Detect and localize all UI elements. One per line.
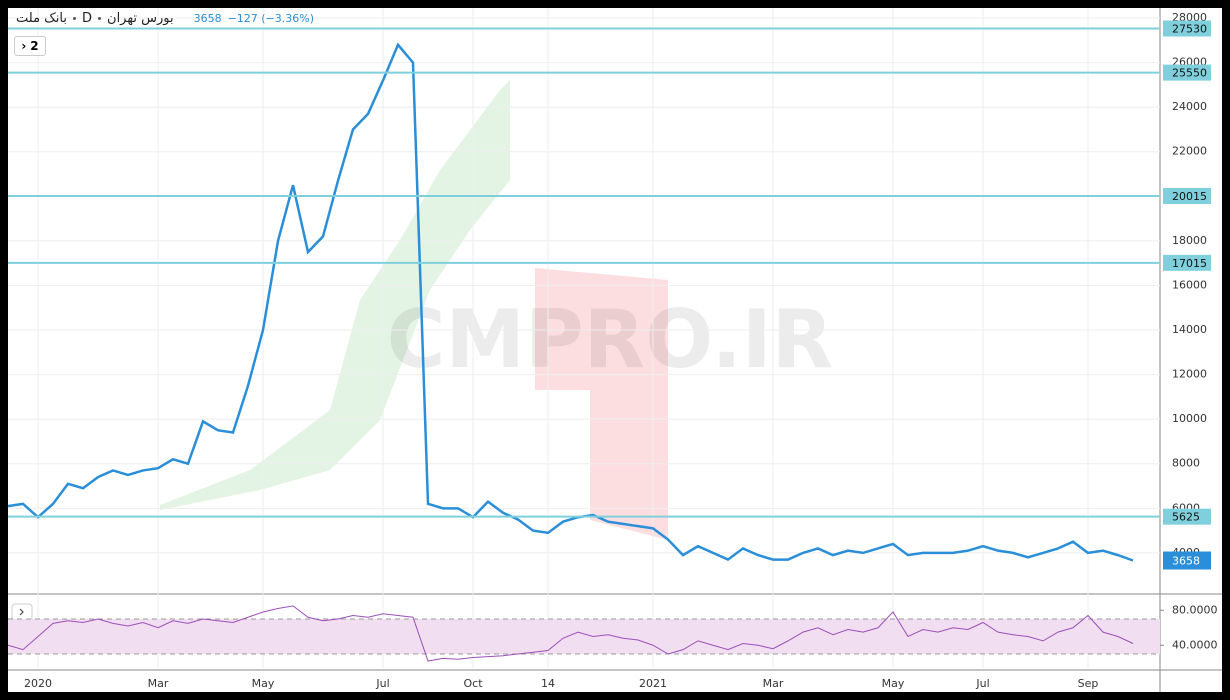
chevron: › [21,39,27,53]
chevron [19,608,24,616]
separator [73,17,76,20]
x-tick-label: 2020 [24,677,52,690]
y-tick-label: 40.0000 [1172,638,1218,651]
x-tick-label: May [882,677,905,690]
symbol-header: بانک ملت D بورس تهران 3658 −127 (−3.36%) [16,11,314,26]
separator [98,17,102,20]
y-tick-label: 18000 [1172,234,1207,247]
cloud-green [160,80,510,510]
rsi-band [8,619,1160,654]
y-tick-label: 12000 [1172,368,1207,381]
last-price-box [1163,551,1211,570]
change: −127 (−3.36%) [227,12,315,25]
x-tick-label: Mar [148,677,169,690]
price-line [7,42,1134,562]
level-label-box [1163,254,1211,271]
y-tick-label: 24000 [1172,100,1207,113]
x-tick-label: Jul [975,677,989,690]
last-price-label: 3658 [1172,555,1200,568]
rsi-pane-toggle[interactable] [11,603,33,621]
level-label: 25550 [1172,67,1207,80]
x-tick-label: May [252,677,275,690]
last-price: 3658 [193,12,222,25]
y-tick-label: 80.0000 [1172,603,1218,616]
level-label-box [1163,187,1211,204]
y-tick-label: 8000 [1172,457,1200,470]
watermark: CMPRO.IR [387,293,834,386]
marks: 2020MarMayJulOct142021MarMayJulSep400060… [7,8,1218,690]
toggle-box[interactable] [11,603,33,621]
symbol: بانک ملت [16,11,67,26]
level-label: 5625 [1172,511,1200,524]
x-tick-label: Oct [463,677,483,690]
level-label: 20015 [1172,190,1207,203]
rsi-line [7,605,1134,662]
exchange: بورس تهران [107,11,174,26]
level-label: 17015 [1172,257,1207,270]
indicator-count: 2 [30,39,39,53]
level-label-box [1163,20,1211,37]
interval[interactable]: D [82,11,93,26]
y-tick-label: 16000 [1172,278,1207,291]
indicators-button[interactable]: › 2 [14,36,46,56]
level-label: 27530 [1172,23,1207,36]
x-tick-label: 2021 [639,677,667,690]
y-tick-label: 10000 [1172,412,1207,425]
x-tick-label: Mar [763,677,784,690]
y-tick-label: 14000 [1172,323,1207,336]
x-tick-label: 14 [541,677,555,690]
level-label-box [1163,508,1211,525]
y-tick-label: 22000 [1172,145,1207,158]
x-tick-label: Jul [375,677,389,690]
x-tick-label: Sep [1078,677,1099,690]
cloud-red [535,268,668,540]
level-label-box [1163,64,1211,81]
